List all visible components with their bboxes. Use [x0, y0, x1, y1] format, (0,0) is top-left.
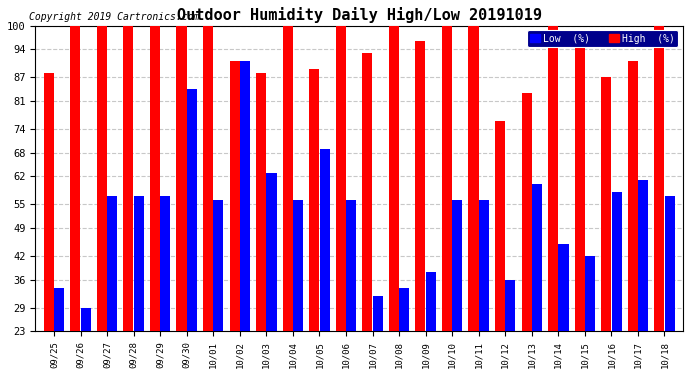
Bar: [628, 61, 638, 375]
Bar: [522, 93, 531, 375]
Bar: [309, 69, 319, 375]
Bar: [54, 288, 64, 375]
Bar: [256, 73, 266, 375]
Bar: [558, 244, 569, 375]
Bar: [452, 200, 462, 375]
Bar: [601, 77, 611, 375]
Bar: [654, 26, 664, 375]
Bar: [81, 308, 91, 375]
Bar: [469, 26, 479, 375]
Bar: [400, 288, 409, 375]
Bar: [664, 196, 675, 375]
Bar: [532, 184, 542, 375]
Bar: [479, 200, 489, 375]
Bar: [575, 45, 584, 375]
Legend: Low  (%), High  (%): Low (%), High (%): [526, 30, 678, 47]
Bar: [213, 200, 224, 375]
Bar: [70, 26, 81, 375]
Bar: [203, 26, 213, 375]
Bar: [240, 61, 250, 375]
Bar: [107, 196, 117, 375]
Bar: [362, 53, 373, 375]
Bar: [43, 73, 54, 375]
Bar: [442, 26, 452, 375]
Bar: [160, 196, 170, 375]
Bar: [134, 196, 144, 375]
Bar: [585, 256, 595, 375]
Bar: [548, 26, 558, 375]
Bar: [336, 26, 346, 375]
Bar: [319, 148, 330, 375]
Bar: [293, 200, 303, 375]
Bar: [230, 61, 239, 375]
Bar: [283, 26, 293, 375]
Bar: [373, 296, 383, 375]
Bar: [266, 172, 277, 375]
Bar: [124, 26, 133, 375]
Bar: [611, 192, 622, 375]
Bar: [415, 41, 426, 375]
Title: Outdoor Humidity Daily High/Low 20191019: Outdoor Humidity Daily High/Low 20191019: [177, 7, 542, 23]
Bar: [505, 280, 515, 375]
Bar: [638, 180, 648, 375]
Bar: [187, 89, 197, 375]
Bar: [150, 26, 160, 375]
Text: Copyright 2019 Cartronics.com: Copyright 2019 Cartronics.com: [29, 12, 199, 22]
Bar: [97, 26, 107, 375]
Bar: [346, 200, 356, 375]
Bar: [177, 26, 186, 375]
Bar: [389, 26, 399, 375]
Bar: [426, 272, 436, 375]
Bar: [495, 121, 505, 375]
